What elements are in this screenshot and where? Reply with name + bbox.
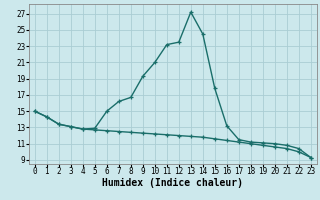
X-axis label: Humidex (Indice chaleur): Humidex (Indice chaleur) bbox=[102, 178, 243, 188]
